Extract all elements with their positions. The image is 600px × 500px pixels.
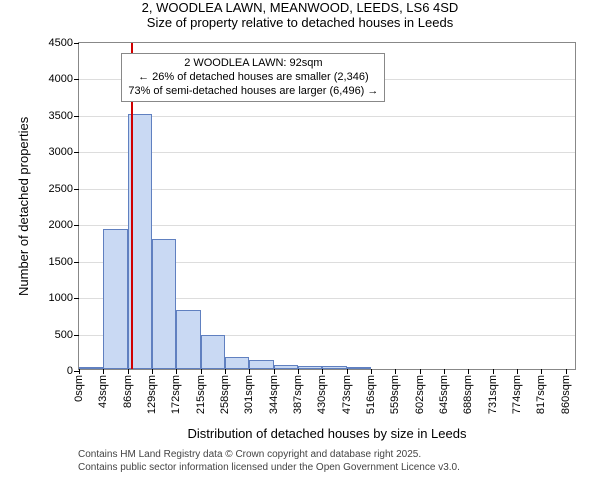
footer-attribution: Contains HM Land Registry data © Crown c… bbox=[78, 448, 460, 474]
xtick-mark bbox=[298, 369, 299, 374]
histogram-bar bbox=[347, 367, 371, 369]
xtick-mark bbox=[566, 369, 567, 374]
chart-subtitle: Size of property relative to detached ho… bbox=[0, 15, 600, 30]
ytick-mark bbox=[74, 79, 79, 80]
xtick-mark bbox=[371, 369, 372, 374]
footer-line-2: Contains public sector information licen… bbox=[78, 461, 460, 474]
chart-container: 2, WOODLEA LAWN, MEANWOOD, LEEDS, LS6 4S… bbox=[0, 0, 600, 500]
ytick-label: 2000 bbox=[49, 219, 73, 231]
xtick-label: 602sqm bbox=[414, 375, 426, 414]
ytick-label: 2500 bbox=[49, 183, 73, 195]
xtick-mark bbox=[225, 369, 226, 374]
xtick-label: 301sqm bbox=[243, 375, 255, 414]
xtick-mark bbox=[128, 369, 129, 374]
xtick-mark bbox=[79, 369, 80, 374]
histogram-bar bbox=[152, 239, 176, 369]
xtick-label: 559sqm bbox=[389, 375, 401, 414]
xtick-mark bbox=[420, 369, 421, 374]
gridline bbox=[79, 116, 575, 117]
gridline bbox=[79, 225, 575, 226]
ytick-label: 4000 bbox=[49, 73, 73, 85]
ytick-mark bbox=[74, 225, 79, 226]
ytick-label: 1500 bbox=[49, 256, 73, 268]
gridline bbox=[79, 152, 575, 153]
xtick-mark bbox=[201, 369, 202, 374]
xtick-label: 688sqm bbox=[462, 375, 474, 414]
xtick-mark bbox=[176, 369, 177, 374]
ytick-mark bbox=[74, 43, 79, 44]
histogram-bar bbox=[176, 310, 200, 369]
histogram-bar bbox=[201, 335, 225, 369]
xtick-mark bbox=[468, 369, 469, 374]
xtick-label: 172sqm bbox=[170, 375, 182, 414]
histogram-bar bbox=[249, 360, 273, 369]
xtick-label: 86sqm bbox=[122, 375, 134, 408]
xtick-label: 258sqm bbox=[219, 375, 231, 414]
annotation-line: 2 WOODLEA LAWN: 92sqm bbox=[128, 56, 378, 70]
xtick-label: 860sqm bbox=[560, 375, 572, 414]
xtick-mark bbox=[541, 369, 542, 374]
ytick-label: 3000 bbox=[49, 146, 73, 158]
plot-area: 0500100015002000250030003500400045000sqm… bbox=[78, 42, 576, 370]
xtick-label: 817sqm bbox=[535, 375, 547, 414]
ytick-mark bbox=[74, 116, 79, 117]
annotation-line: ← 26% of detached houses are smaller (2,… bbox=[128, 70, 378, 84]
ytick-label: 500 bbox=[55, 329, 73, 341]
xtick-label: 774sqm bbox=[511, 375, 523, 414]
histogram-bar bbox=[322, 366, 346, 369]
ytick-mark bbox=[74, 152, 79, 153]
xtick-mark bbox=[395, 369, 396, 374]
xtick-mark bbox=[322, 369, 323, 374]
xtick-label: 0sqm bbox=[73, 375, 85, 402]
ytick-mark bbox=[74, 189, 79, 190]
ytick-label: 1000 bbox=[49, 292, 73, 304]
gridline bbox=[79, 189, 575, 190]
y-axis-label: Number of detached properties bbox=[16, 117, 31, 296]
xtick-mark bbox=[347, 369, 348, 374]
footer-line-1: Contains HM Land Registry data © Crown c… bbox=[78, 448, 460, 461]
ytick-mark bbox=[74, 262, 79, 263]
ytick-label: 4500 bbox=[49, 37, 73, 49]
annotation-box: 2 WOODLEA LAWN: 92sqm← 26% of detached h… bbox=[121, 53, 385, 102]
xtick-mark bbox=[517, 369, 518, 374]
xtick-label: 430sqm bbox=[316, 375, 328, 414]
ytick-mark bbox=[74, 335, 79, 336]
xtick-mark bbox=[493, 369, 494, 374]
xtick-mark bbox=[444, 369, 445, 374]
histogram-bar bbox=[103, 229, 127, 369]
xtick-label: 473sqm bbox=[341, 375, 353, 414]
x-axis-label: Distribution of detached houses by size … bbox=[78, 426, 576, 441]
ytick-mark bbox=[74, 298, 79, 299]
xtick-label: 43sqm bbox=[97, 375, 109, 408]
xtick-label: 344sqm bbox=[268, 375, 280, 414]
histogram-bar bbox=[225, 357, 249, 369]
chart-title: 2, WOODLEA LAWN, MEANWOOD, LEEDS, LS6 4S… bbox=[0, 0, 600, 15]
histogram-bar bbox=[298, 366, 322, 369]
histogram-bar bbox=[274, 365, 298, 369]
xtick-label: 731sqm bbox=[487, 375, 499, 414]
xtick-label: 387sqm bbox=[292, 375, 304, 414]
xtick-mark bbox=[274, 369, 275, 374]
xtick-label: 215sqm bbox=[195, 375, 207, 414]
xtick-label: 129sqm bbox=[146, 375, 158, 414]
xtick-mark bbox=[103, 369, 104, 374]
ytick-label: 3500 bbox=[49, 110, 73, 122]
annotation-line: 73% of semi-detached houses are larger (… bbox=[128, 84, 378, 98]
histogram-bar bbox=[79, 367, 103, 369]
xtick-label: 645sqm bbox=[438, 375, 450, 414]
xtick-mark bbox=[249, 369, 250, 374]
xtick-label: 516sqm bbox=[365, 375, 377, 414]
xtick-mark bbox=[152, 369, 153, 374]
